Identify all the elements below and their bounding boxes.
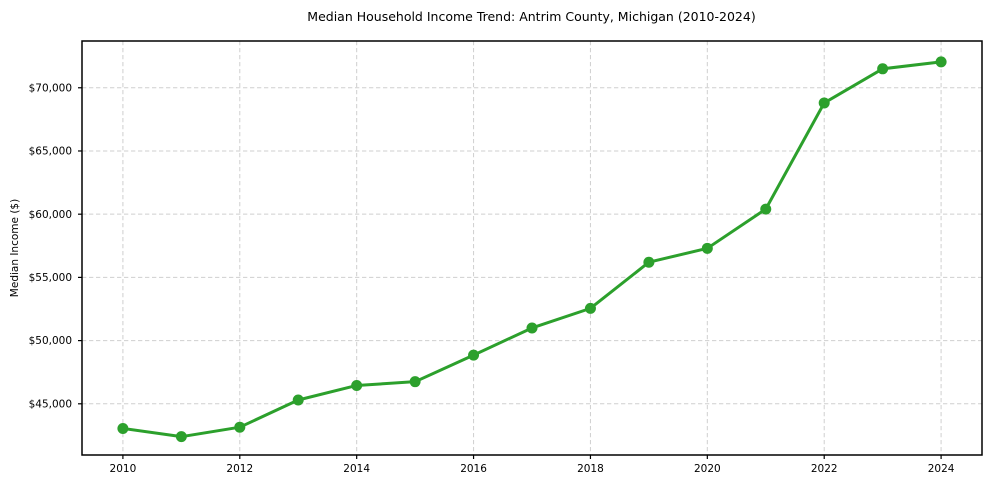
gridlines <box>82 41 982 455</box>
plot-border <box>81 40 983 456</box>
y-tick-label: $55,000 <box>29 272 72 284</box>
x-tick-label: 2022 <box>811 463 838 475</box>
x-tick-label: 2012 <box>226 463 253 475</box>
data-point <box>234 421 246 433</box>
data-point <box>760 203 772 215</box>
y-tick-label: $50,000 <box>29 335 72 347</box>
y-tick-label: $45,000 <box>29 398 72 410</box>
axis-ticks: 2010 2012 2014 2016 2018 2020 2022 2024 $45,000 $… <box>29 82 955 475</box>
data-point <box>175 431 187 443</box>
data-markers <box>117 56 947 443</box>
y-tick-label: $60,000 <box>29 209 72 221</box>
x-tick-label: 2020 <box>694 463 721 475</box>
data-point <box>935 56 947 68</box>
y-tick-label: $65,000 <box>29 146 72 158</box>
chart-title: Median Household Income Trend: Antrim Co… <box>307 9 755 24</box>
trend-line <box>121 60 943 439</box>
x-tick-label: 2024 <box>928 463 955 475</box>
data-point <box>877 63 889 75</box>
x-tick-label: 2016 <box>460 463 487 475</box>
data-point <box>584 302 596 314</box>
data-point <box>468 349 480 361</box>
data-point <box>526 322 538 334</box>
data-point <box>292 394 304 406</box>
data-point <box>409 376 421 388</box>
data-point <box>117 422 129 434</box>
x-tick-label: 2014 <box>343 463 370 475</box>
data-point <box>818 97 830 109</box>
y-tick-label: $70,000 <box>29 82 72 94</box>
data-point <box>351 379 363 391</box>
x-tick-label: 2018 <box>577 463 604 475</box>
plot-area: 2010 2012 2014 2016 2018 2020 2022 2024 $45,000 $… <box>29 40 983 475</box>
x-tick-label: 2010 <box>110 463 137 475</box>
y-axis-title: Median Income ($) <box>9 199 21 297</box>
data-point <box>701 242 713 254</box>
data-point <box>643 256 655 268</box>
